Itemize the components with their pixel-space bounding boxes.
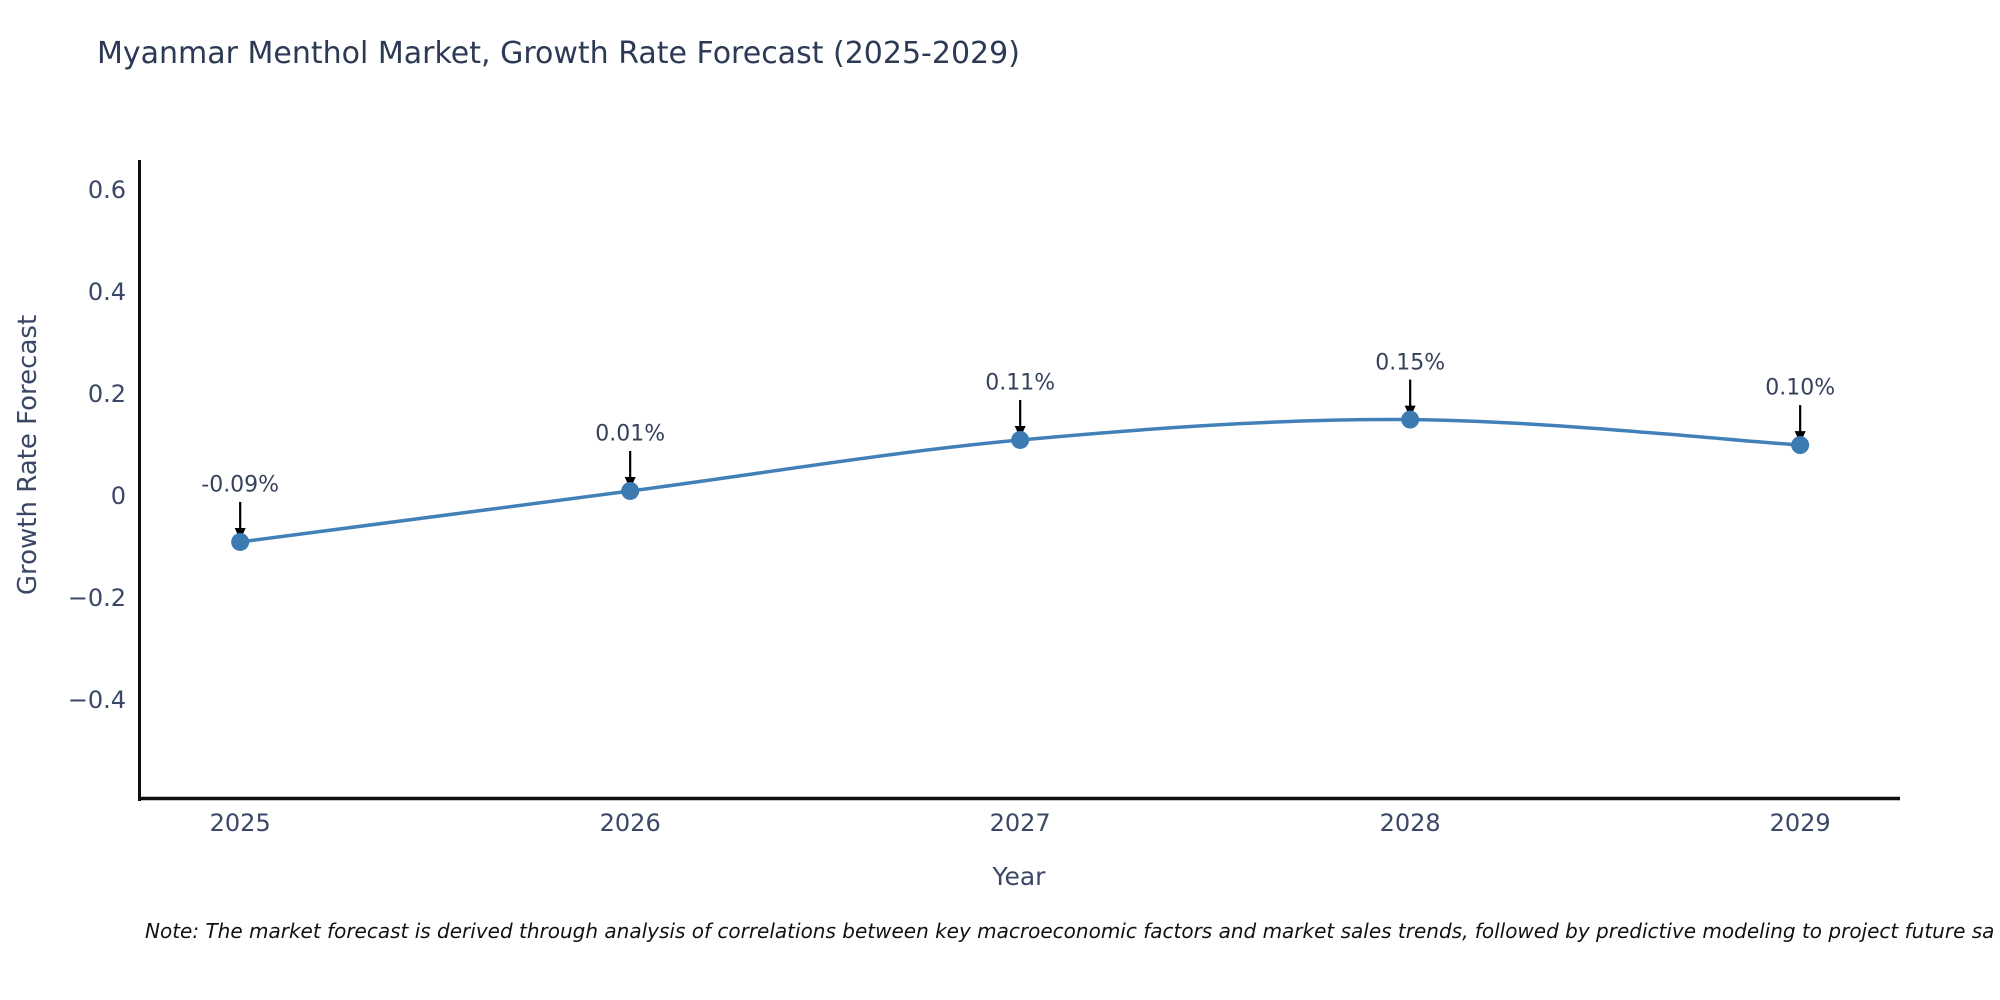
x-tick-label: 2026 xyxy=(599,809,661,837)
data-point-value-label: -0.09% xyxy=(201,472,280,498)
x-tick-label: 2028 xyxy=(1379,809,1441,837)
x-tick-label: 2025 xyxy=(209,809,271,837)
y-tick-label: 0 xyxy=(110,482,126,511)
x-tick-label: 2027 xyxy=(989,809,1051,837)
y-tick-label: 0.4 xyxy=(87,278,126,307)
y-tick-label: −0.2 xyxy=(67,584,126,613)
data-point-marker xyxy=(231,532,250,551)
chart-title: Myanmar Menthol Market, Growth Rate Fore… xyxy=(97,36,1020,71)
data-point-value-label: 0.10% xyxy=(1765,375,1836,401)
y-axis-title: Growth Rate Forecast xyxy=(13,314,43,596)
footnote: Note: The market forecast is derived thr… xyxy=(145,919,1995,943)
y-tick-label: 0.6 xyxy=(87,176,126,205)
x-tick-label: 2029 xyxy=(1769,809,1831,837)
data-point-value-label: 0.01% xyxy=(595,421,666,447)
data-point-marker xyxy=(621,481,640,500)
data-point-marker xyxy=(1401,410,1420,429)
y-tick-label: 0.2 xyxy=(87,380,126,409)
data-point-marker xyxy=(1011,430,1030,449)
data-point-value-label: 0.15% xyxy=(1375,350,1446,376)
y-tick-label: −0.4 xyxy=(67,686,126,715)
data-point-marker xyxy=(1791,436,1810,455)
data-point-value-label: 0.11% xyxy=(985,370,1056,396)
x-axis-title: Year xyxy=(992,862,1046,891)
